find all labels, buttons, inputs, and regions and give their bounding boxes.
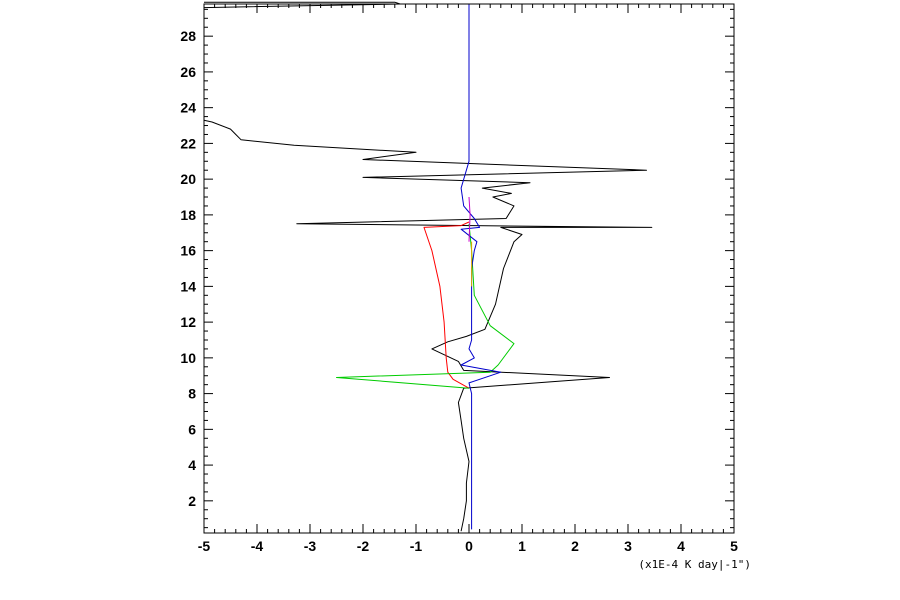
y-tick-label: 18 (180, 207, 196, 223)
series-line-4 (336, 223, 515, 389)
series-layer (203, 1, 653, 532)
y-tick-label: 6 (188, 421, 196, 437)
y-tick-label: 26 (180, 64, 196, 80)
y-tick-label: 8 (188, 386, 196, 402)
x-tick-label: -4 (251, 538, 264, 554)
x-tick-label: 0 (465, 538, 473, 554)
y-tick-label: 24 (180, 100, 196, 116)
series-line-5 (460, 4, 502, 530)
series-line-6 (468, 196, 471, 242)
y-tick-label: 12 (180, 314, 196, 330)
series-line-2 (203, 1, 401, 9)
x-tick-label: -2 (357, 538, 370, 554)
y-tick-label: 16 (180, 243, 196, 259)
x-tick-label: -3 (304, 538, 317, 554)
x-tick-label: 3 (624, 538, 632, 554)
y-tick-label: 14 (180, 278, 196, 294)
series-line-3 (423, 221, 470, 389)
y-tick-label: 20 (180, 171, 196, 187)
y-tick-label: 10 (180, 350, 196, 366)
series-line-1 (203, 119, 653, 532)
x-tick-label: 1 (518, 538, 526, 554)
y-tick-label: 2 (188, 493, 196, 509)
y-tick-label: 28 (180, 28, 196, 44)
x-tick-label: -5 (198, 538, 211, 554)
x-tick-label: 2 (571, 538, 579, 554)
y-tick-label: 22 (180, 135, 196, 151)
tick-marks (203, 4, 735, 533)
y-tick-label: 4 (188, 457, 196, 473)
x-unit-label: (x1E-4 K day|-1") (638, 558, 751, 571)
x-tick-label: 5 (730, 538, 738, 554)
plot-frame (203, 3, 735, 534)
x-tick-label: -1 (410, 538, 423, 554)
x-tick-label: 4 (677, 538, 685, 554)
